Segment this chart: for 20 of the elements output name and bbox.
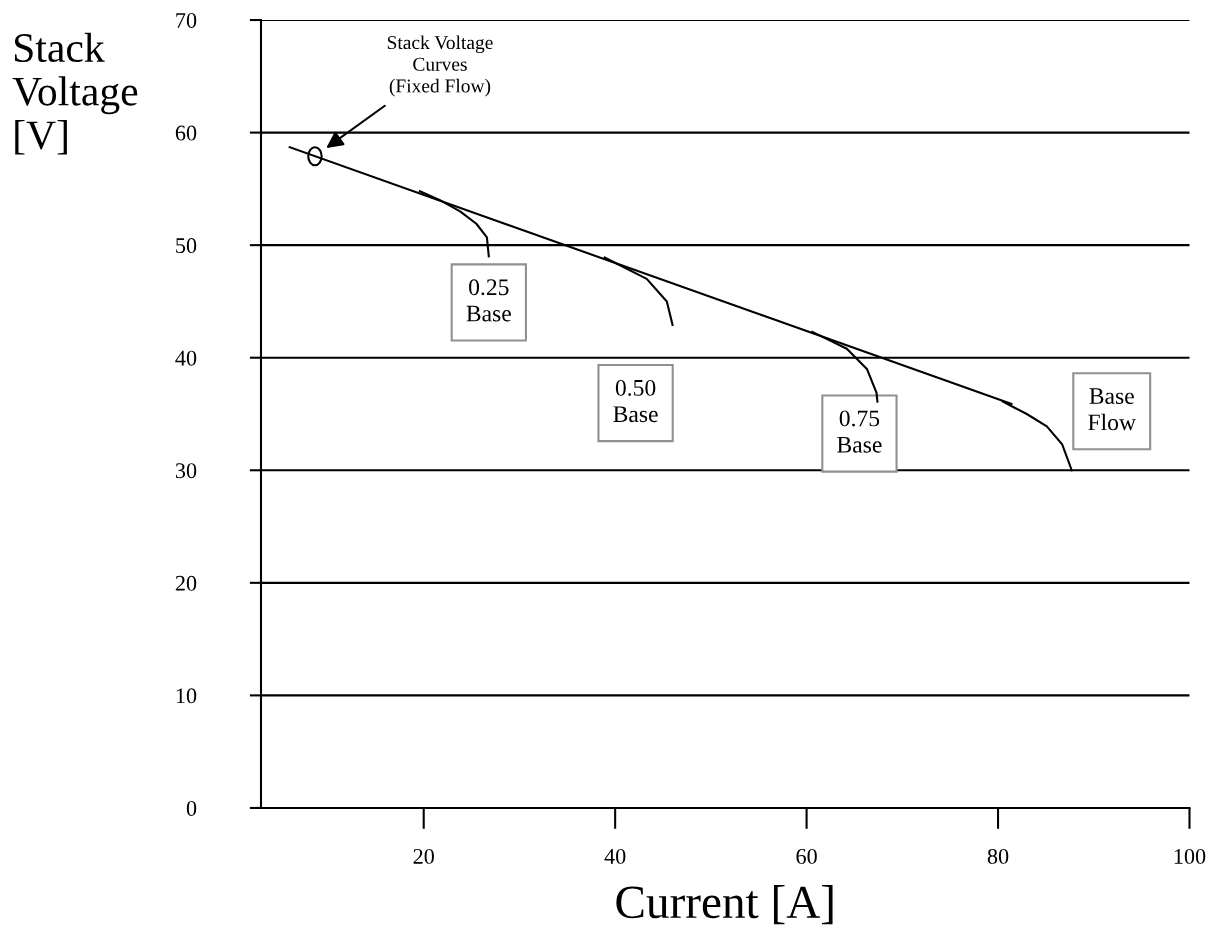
series-label: 0.25 Base <box>466 279 511 322</box>
y-axis-title: Stack Voltage [V] <box>12 32 138 155</box>
text: 0.50 Base <box>613 379 658 423</box>
y-tick-label: 40 <box>175 350 197 366</box>
x-tick-label: 40 <box>604 848 626 864</box>
annotation: Stack Voltage Curves (Fixed Flow) <box>387 35 493 97</box>
series-label: 0.75 Base <box>837 410 882 453</box>
series-label: Base Flow <box>1088 388 1136 431</box>
x-tick-label: 100 <box>1174 848 1206 864</box>
x-tick-label: 20 <box>413 848 434 864</box>
y-tick-label: 50 <box>176 238 197 254</box>
x-tick-label: 80 <box>987 848 1009 864</box>
y-tick-label: 30 <box>175 463 197 479</box>
y-tick-label: 10 <box>176 688 197 704</box>
y-tick-label: 70 <box>176 12 197 28</box>
x-tick-label: 60 <box>796 848 817 864</box>
y-tick-label: 60 <box>175 125 197 141</box>
y-tick-label: 20 <box>175 575 197 591</box>
y-tick-label: 0 <box>186 800 197 816</box>
x-axis-title: Current [A] <box>616 885 833 925</box>
